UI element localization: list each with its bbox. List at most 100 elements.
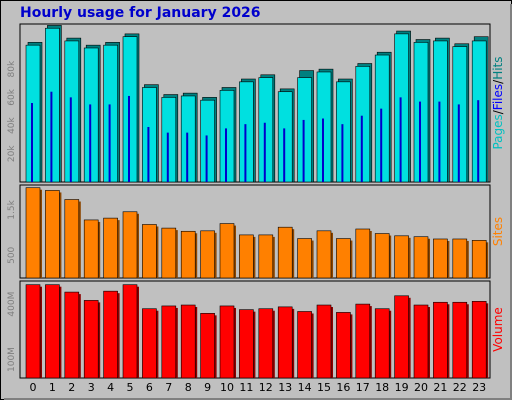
bar-sites	[277, 226, 293, 279]
bar-sites	[200, 230, 215, 279]
chart-title: Hourly usage for January 2026	[20, 5, 261, 21]
x-tick-label: 1	[49, 381, 56, 394]
panel-label-part: Volume	[491, 307, 505, 352]
bar-volume	[277, 306, 293, 379]
x-tick-label: 19	[395, 381, 409, 394]
bar-sites	[336, 238, 351, 279]
bar-volume	[316, 304, 332, 379]
bar-volume	[433, 301, 448, 379]
frame-shadow-bottom	[4, 398, 512, 400]
y-tick-label: 20k	[7, 145, 17, 162]
x-tick-label: 16	[336, 381, 350, 394]
x-tick-label: 3	[88, 381, 95, 394]
frame-shadow-right	[510, 4, 512, 400]
bar-files	[108, 104, 111, 182]
bar-sites	[394, 235, 409, 279]
y-tick-label: 500	[7, 246, 17, 263]
bar-sites	[413, 236, 429, 279]
y-tick-label: 400M	[7, 292, 17, 317]
bar-volume	[413, 304, 429, 379]
x-tick-label: 12	[259, 381, 273, 394]
bar-sites	[297, 238, 312, 279]
bar-sites	[83, 219, 99, 279]
bar-files	[225, 128, 227, 182]
x-tick-label: 8	[185, 381, 192, 394]
x-tick-label: 21	[433, 381, 447, 394]
bar-sites	[316, 230, 332, 279]
x-tick-label: 0	[30, 381, 37, 394]
bar-files	[322, 118, 324, 182]
panel-label-volume: Volume	[491, 307, 505, 352]
bar-volume	[142, 308, 157, 379]
bar-files	[360, 115, 363, 182]
x-tick-label: 4	[107, 381, 114, 394]
y-tick-label: 40k	[7, 116, 17, 133]
bar-volume	[355, 303, 371, 379]
bar-volume	[336, 312, 351, 379]
bar-sites	[452, 238, 468, 279]
x-tick-label: 9	[204, 381, 211, 394]
bar-volume	[394, 295, 409, 379]
bar-files	[50, 91, 53, 182]
bar-sites	[355, 228, 371, 279]
bar-files	[128, 95, 130, 182]
bar-files	[263, 122, 266, 182]
bar-sites	[122, 211, 138, 279]
bar-files	[438, 101, 441, 182]
bar-volume	[25, 284, 41, 379]
bar-volume	[180, 304, 196, 379]
bar-files	[89, 104, 92, 182]
bar-sites	[239, 234, 254, 279]
bar-files	[205, 135, 208, 182]
bar-files	[477, 100, 480, 182]
bar-volume	[239, 309, 254, 379]
panel-label-part: Files	[491, 84, 505, 110]
panel-label-part: /	[491, 79, 505, 84]
bar-sites	[25, 187, 41, 279]
x-tick-label: 20	[414, 381, 428, 394]
bar-files	[302, 119, 305, 182]
bar-sites	[471, 240, 487, 279]
panel-label-part: Hits	[491, 56, 505, 79]
y-tick-label: 100M	[7, 347, 17, 372]
bar-sites	[103, 217, 118, 279]
bar-volume	[83, 300, 99, 379]
bar-volume	[103, 290, 118, 379]
x-tick-label: 6	[146, 381, 153, 394]
y-tick-label: 1.5k	[7, 199, 17, 219]
bar-files	[380, 108, 383, 182]
bar-sites	[161, 227, 177, 279]
bar-files	[166, 132, 169, 182]
x-tick-label: 11	[239, 381, 253, 394]
x-tick-label: 14	[298, 381, 312, 394]
bar-volume	[452, 301, 468, 379]
x-tick-label: 23	[472, 381, 486, 394]
panel-label-sites: Sites	[491, 217, 505, 246]
y-tick-label: 80k	[7, 60, 17, 77]
x-tick-label: 18	[375, 381, 389, 394]
x-tick-label: 7	[165, 381, 172, 394]
panel-label-part: Pages	[491, 114, 505, 149]
bar-files	[283, 128, 286, 182]
panel-label-part: Sites	[491, 217, 505, 246]
bar-files	[31, 103, 33, 182]
panel-label-part: /	[491, 109, 505, 114]
x-tick-label: 5	[127, 381, 134, 394]
bar-sites	[45, 190, 60, 279]
x-tick-label: 2	[68, 381, 75, 394]
bar-sites	[142, 224, 157, 279]
bar-files	[419, 101, 421, 182]
bar-volume	[374, 308, 390, 379]
bar-sites	[180, 230, 196, 279]
bar-volume	[161, 305, 177, 379]
bar-sites	[258, 234, 274, 279]
y-tick-label: 60k	[7, 88, 17, 105]
bar-volume	[258, 308, 274, 379]
bar-volume	[471, 301, 487, 379]
x-tick-label: 13	[278, 381, 292, 394]
x-tick-label: 15	[317, 381, 331, 394]
bar-sites	[219, 223, 235, 279]
bar-files	[244, 124, 247, 182]
bar-files	[147, 126, 150, 182]
bar-volume	[200, 313, 215, 379]
